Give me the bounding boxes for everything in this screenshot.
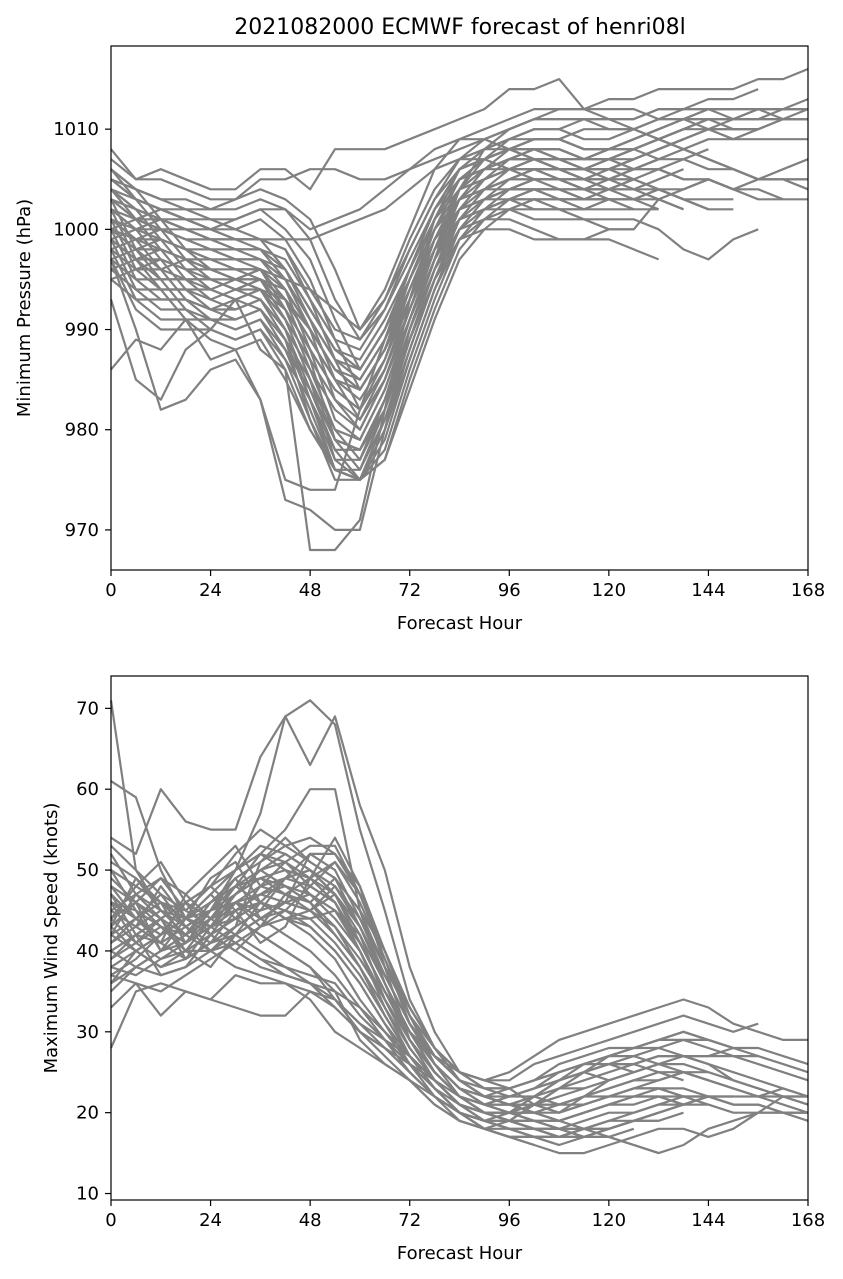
x-tick-label: 72 bbox=[398, 1210, 421, 1231]
pressure-series-group bbox=[109, 67, 809, 552]
x-tick-label: 72 bbox=[398, 580, 421, 601]
chart-title: 2021082000 ECMWF forecast of henri08l bbox=[234, 15, 685, 40]
x-axis-ticks: 0 24 48 72 96 120 144 168 bbox=[105, 570, 825, 601]
y-tick-label: 1000 bbox=[53, 219, 99, 240]
y-tick-label: 40 bbox=[76, 941, 99, 962]
y-tick-label: 70 bbox=[76, 698, 99, 719]
y-axis-ticks: 970 980 990 1000 1010 bbox=[53, 119, 111, 541]
x-tick-label: 168 bbox=[791, 1210, 825, 1231]
x-tick-label: 120 bbox=[592, 580, 626, 601]
series-line-41 bbox=[110, 118, 709, 481]
series-line-42 bbox=[110, 901, 734, 1114]
y-tick-label: 30 bbox=[76, 1022, 99, 1043]
y-tick-label: 10 bbox=[76, 1184, 99, 1205]
wind-series-group bbox=[109, 699, 809, 1155]
series-line-5 bbox=[110, 107, 808, 201]
series-line-39 bbox=[110, 88, 759, 461]
pressure-chart: 2021082000 ECMWF forecast of henri08l 0 2… bbox=[14, 15, 825, 634]
series-line-39 bbox=[110, 836, 809, 1114]
series-line-34 bbox=[110, 117, 808, 351]
x-tick-label: 168 bbox=[791, 580, 825, 601]
y-tick-label: 990 bbox=[65, 320, 99, 341]
x-tick-label: 0 bbox=[105, 580, 116, 601]
series-line-43 bbox=[110, 158, 660, 481]
x-axis-ticks: 0 24 48 72 96 120 144 168 bbox=[105, 1200, 825, 1231]
y-tick-label: 60 bbox=[76, 779, 99, 800]
plot-frame bbox=[110, 675, 809, 1201]
y-axis-label: Minimum Pressure (hPa) bbox=[14, 199, 35, 417]
y-tick-label: 50 bbox=[76, 860, 99, 881]
series-line-45 bbox=[110, 917, 659, 1139]
series-line-43 bbox=[110, 901, 709, 1114]
x-tick-label: 96 bbox=[498, 1210, 521, 1231]
x-axis-label: Forecast Hour bbox=[397, 613, 523, 634]
y-tick-label: 20 bbox=[76, 1103, 99, 1124]
wind-chart: 0 24 48 72 96 120 144 168 10 20 30 40 50 60 70 Foreca… bbox=[41, 675, 825, 1264]
series-line-40 bbox=[110, 107, 734, 471]
y-tick-label: 1010 bbox=[53, 119, 99, 140]
x-tick-label: 24 bbox=[199, 580, 222, 601]
y-axis-label: Maximum Wind Speed (knots) bbox=[41, 803, 62, 1074]
series-line-26 bbox=[110, 828, 808, 1082]
series-line-44 bbox=[110, 178, 635, 481]
y-axis-ticks: 10 20 30 40 50 60 70 bbox=[76, 698, 111, 1205]
x-tick-label: 96 bbox=[498, 580, 521, 601]
plot-frame bbox=[110, 45, 809, 571]
x-tick-label: 48 bbox=[299, 1210, 322, 1231]
series-line-18 bbox=[110, 836, 535, 1122]
x-axis-label: Forecast Hour bbox=[397, 1243, 523, 1264]
series-line-18 bbox=[110, 117, 808, 231]
series-line-46 bbox=[110, 198, 585, 481]
x-tick-label: 24 bbox=[199, 1210, 222, 1231]
x-tick-label: 144 bbox=[691, 580, 725, 601]
series-line-35 bbox=[110, 868, 584, 1106]
y-tick-label: 980 bbox=[65, 420, 99, 441]
x-tick-label: 48 bbox=[299, 580, 322, 601]
series-line-44 bbox=[110, 909, 684, 1130]
series-line-42 bbox=[110, 138, 684, 481]
x-tick-label: 120 bbox=[592, 1210, 626, 1231]
y-tick-label: 970 bbox=[65, 520, 99, 541]
x-tick-label: 0 bbox=[105, 1210, 116, 1231]
series-line-32 bbox=[110, 198, 610, 421]
x-tick-label: 144 bbox=[691, 1210, 725, 1231]
